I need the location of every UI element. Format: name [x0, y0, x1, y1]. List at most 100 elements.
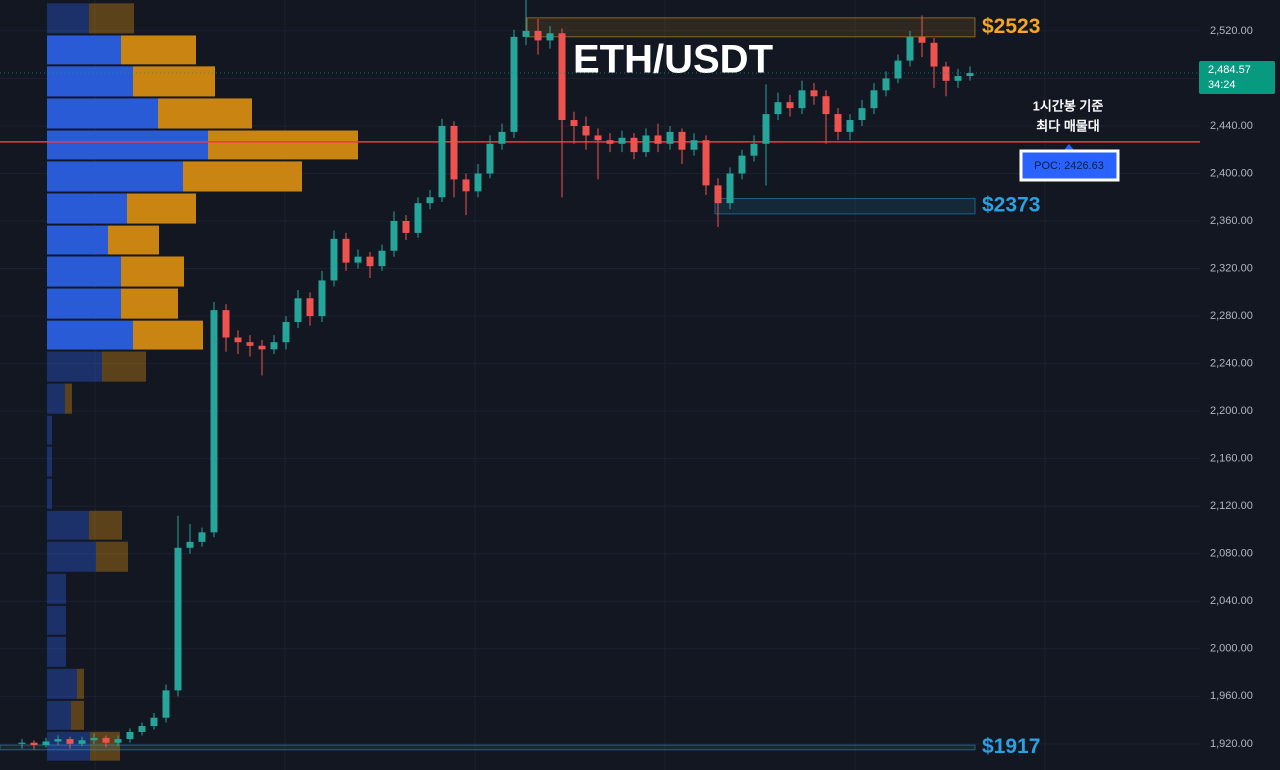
candle-body — [858, 108, 866, 121]
profile-sell — [121, 256, 184, 287]
candle-body — [318, 280, 326, 317]
candle-body — [306, 298, 314, 317]
candle-body — [630, 137, 638, 153]
level-zone — [714, 197, 976, 215]
candle-body — [678, 131, 686, 150]
profile-buy — [47, 446, 52, 477]
candle-body — [918, 36, 926, 43]
candle-body — [534, 30, 542, 41]
chart-title: ETH/USDT — [573, 38, 773, 82]
candle-body — [882, 78, 890, 91]
profile-buy — [47, 35, 121, 65]
level-zone — [0, 744, 976, 751]
candle-body — [186, 541, 194, 548]
candle-body — [222, 310, 230, 338]
candle-body — [834, 114, 842, 132]
profile-buy — [47, 510, 89, 540]
candle-body — [606, 140, 614, 144]
note-line: 1시간봉 기준 — [1033, 98, 1104, 113]
candle-body — [690, 140, 698, 150]
candle-body — [66, 739, 74, 744]
candle-body — [810, 90, 818, 97]
profile-buy — [47, 98, 158, 129]
grid — [0, 0, 1200, 770]
candle-body — [738, 155, 746, 174]
profile-sell — [183, 161, 302, 192]
candle-body — [246, 342, 254, 346]
profile-buy — [47, 225, 108, 255]
candle-body — [270, 342, 278, 350]
candle-body — [822, 96, 830, 115]
profile-buy — [47, 478, 52, 509]
candle-body — [786, 102, 794, 109]
profile-buy — [47, 541, 96, 572]
profile-buy — [47, 668, 77, 699]
level-label: $1917 — [982, 735, 1040, 758]
candle-body — [126, 731, 134, 740]
candle-body — [762, 114, 770, 144]
candle-body — [450, 125, 458, 180]
candle-body — [774, 102, 782, 115]
profile-buy — [47, 66, 133, 97]
profile-buy — [47, 351, 102, 382]
profile-buy — [47, 731, 90, 761]
poc-pointer — [1064, 144, 1074, 150]
candle-body — [294, 298, 302, 323]
price-axis: 1,920.00 1,960.00 2,000.00 2,040.00 2,080.00… — [1210, 25, 1253, 750]
level-label: $2523 — [982, 15, 1040, 38]
candle-body — [210, 310, 218, 533]
candle-body — [642, 135, 650, 153]
profile-sell — [208, 130, 358, 160]
candle-body — [942, 66, 950, 81]
candle-body — [966, 72, 974, 77]
candle-body — [402, 221, 410, 233]
y-tick-label: 2,280.00 — [1210, 310, 1253, 322]
candle-body — [846, 120, 854, 132]
candle-body — [138, 726, 146, 732]
candle-body — [90, 737, 98, 741]
volume-profile — [47, 3, 358, 761]
y-tick-label: 2,520.00 — [1210, 25, 1253, 37]
profile-buy — [47, 700, 71, 730]
profile-sell — [121, 288, 178, 319]
candle-body — [714, 185, 722, 204]
poc-label: POC: 2426.63 — [1034, 160, 1104, 172]
candle-body — [486, 143, 494, 174]
candles — [18, 0, 974, 750]
profile-buy — [47, 161, 183, 192]
candle-body — [906, 36, 914, 61]
candle-body — [162, 690, 170, 718]
candle-body — [198, 532, 206, 542]
profile-sell — [65, 383, 72, 414]
profile-sell — [108, 225, 159, 255]
profile-buy — [47, 130, 208, 160]
profile-sell — [90, 731, 120, 761]
candle-body — [546, 33, 554, 41]
price-tag — [1199, 60, 1275, 94]
profile-sell — [121, 35, 196, 65]
profile-buy — [47, 573, 66, 604]
profile-sell — [71, 700, 84, 730]
candle-body — [930, 42, 938, 67]
candle-body — [390, 221, 398, 251]
candle-body — [42, 741, 50, 746]
candle-body — [234, 337, 242, 343]
level-zone — [526, 17, 976, 38]
candle-body — [558, 33, 566, 121]
y-tick-label: 2,440.00 — [1210, 120, 1253, 132]
profile-sell — [158, 98, 252, 129]
candle-body — [378, 250, 386, 267]
y-tick-label: 2,120.00 — [1210, 500, 1253, 512]
candle-body — [258, 345, 266, 350]
profile-sell — [133, 66, 215, 97]
candle-body — [474, 173, 482, 192]
candle-body — [342, 238, 350, 263]
profile-buy — [47, 288, 121, 319]
candle-body — [510, 36, 518, 132]
y-tick-label: 1,920.00 — [1210, 738, 1253, 750]
profile-buy — [47, 636, 66, 667]
candle-body — [654, 135, 662, 144]
y-tick-label: 2,200.00 — [1210, 405, 1253, 417]
profile-buy — [47, 605, 66, 635]
candle-body — [366, 256, 374, 267]
